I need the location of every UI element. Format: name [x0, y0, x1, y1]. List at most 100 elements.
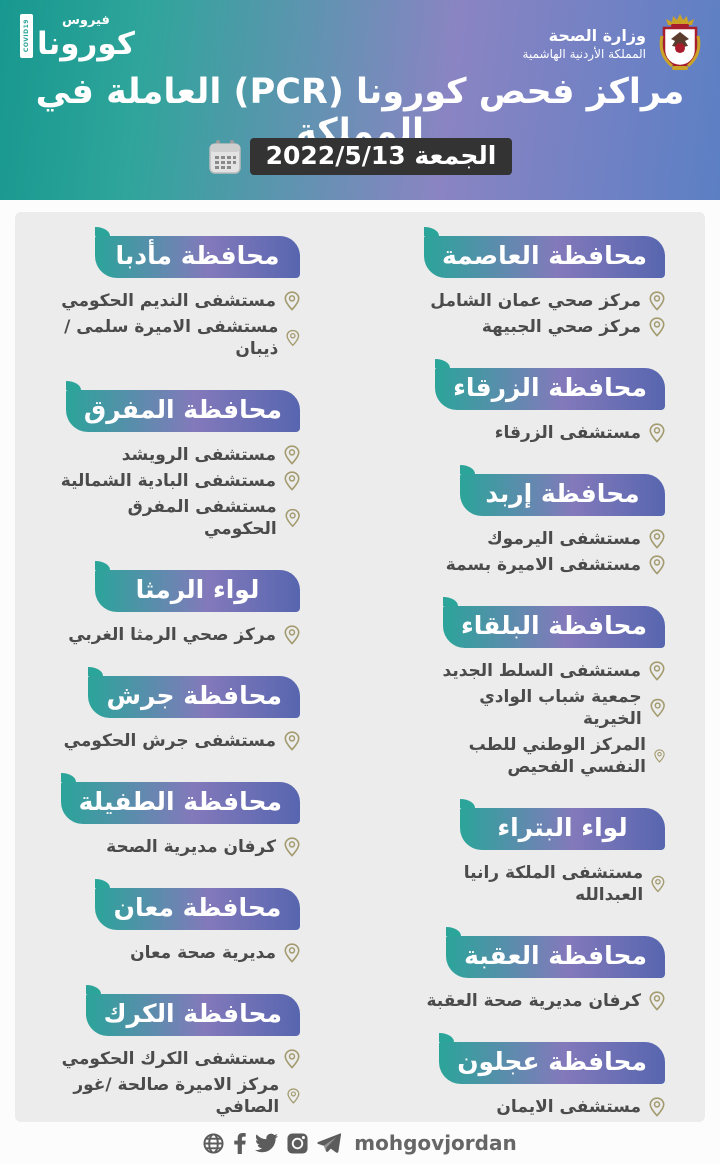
governorate-name: محافظة الزرقاء [453, 372, 647, 402]
governorate-badge: محافظة عجلون [439, 1033, 665, 1084]
facility-item: مستشفى الرويشد [59, 444, 300, 466]
content-panel: محافظة العاصمة مركز صحي عمان الشامل مركز… [15, 212, 705, 1122]
ministry-text: وزارة الصحة المملكة الأردنية الهاشمية [523, 26, 646, 63]
facility-item: جمعية شباب الوادي الخيرية [424, 686, 665, 730]
ministry-name: وزارة الصحة [548, 25, 646, 45]
location-pin-icon [284, 625, 300, 645]
governorate-badge: محافظة العقبة [446, 927, 665, 978]
facility-list: مستشفى جرش الحكومي [55, 730, 300, 752]
facility-name: مستشفى السلط الجديد [442, 661, 641, 681]
location-pin-icon [649, 1097, 665, 1117]
facility-name: كرفان مديرية صحة العقبة [426, 991, 641, 1011]
covid-vertical-tag: COVID19 [20, 14, 33, 58]
facility-item: مركز الاميرة صالحة /غور الصافي [59, 1074, 300, 1118]
facility-name: مستشفى الكرك الحكومي [61, 1049, 276, 1069]
social-handle: mohgovjordan [354, 1131, 517, 1155]
location-pin-icon [649, 991, 665, 1011]
facility-name: مركز صحي عمان الشامل [430, 291, 641, 311]
facility-name: المركز الوطني للطب النفسي الفحيص [468, 735, 646, 777]
facility-list: مركز صحي عمان الشامل مركز صحي الجبيهة [420, 290, 665, 338]
facility-name: مستشفى البادية الشمالية [60, 471, 276, 491]
governorate-name: لواء البتراء [497, 812, 628, 842]
facility-list: مستشفى الزرقاء [420, 422, 665, 444]
corona-logo-subtitle: فيروس [61, 13, 110, 28]
governorate-section: محافظة العاصمة مركز صحي عمان الشامل مركز… [420, 227, 665, 338]
governorate-badge: لواء البتراء [460, 799, 665, 850]
facility-item: مركز صحي الجبيهة [424, 316, 665, 338]
location-pin-icon [284, 291, 300, 311]
website-globe-icon [203, 1132, 224, 1154]
governorate-section: محافظة إربد مستشفى اليرموك مستشفى الامير… [420, 465, 665, 576]
facility-list: كرفان مديرية صحة العقبة [420, 990, 665, 1012]
facility-name: مستشفى جرش الحكومي [63, 731, 276, 751]
column-right: محافظة العاصمة مركز صحي عمان الشامل مركز… [420, 227, 665, 1148]
ministry-country: المملكة الأردنية الهاشمية [522, 46, 646, 61]
location-pin-icon [649, 555, 665, 575]
location-pin-icon [284, 1049, 300, 1069]
governorate-badge: محافظة البلقاء [443, 597, 665, 648]
facility-item: المركز الوطني للطب النفسي الفحيص [424, 734, 665, 778]
location-pin-icon [287, 1088, 300, 1104]
facility-name: مستشفى النديم الحكومي [61, 291, 276, 311]
facility-item: مستشفى الايمان [424, 1096, 665, 1118]
facility-name: مستشفى الايمان [496, 1097, 641, 1117]
governorate-section: محافظة جرش مستشفى جرش الحكومي [55, 667, 300, 752]
covid-vertical-label: COVID19 [23, 19, 30, 53]
governorate-name: محافظة الكرك [103, 998, 282, 1028]
columns: محافظة العاصمة مركز صحي عمان الشامل مركز… [55, 227, 665, 1148]
facility-name: مستشفى الاميرة بسمة [445, 555, 641, 575]
facility-item: مستشفى الملكة رانيا العبدالله [424, 862, 665, 906]
facility-name: مستشفى الاميرة سلمى /ذيبان [64, 317, 279, 359]
corona-virus-logo: COVID19 فيروس كورونا [20, 14, 135, 60]
facility-list: مستشفى اليرموك مستشفى الاميرة بسمة [420, 528, 665, 576]
governorate-name: محافظة العاصمة [441, 240, 647, 270]
governorate-name: محافظة مأدبا [115, 240, 280, 270]
jordan-coat-of-arms [659, 14, 701, 70]
column-left: محافظة مأدبا مستشفى النديم الحكومي مستشف… [55, 227, 300, 1148]
facility-item: مستشفى اليرموك [424, 528, 665, 550]
corona-logo-text: فيروس كورونا [37, 14, 135, 60]
facility-item: مستشفى البادية الشمالية [59, 470, 300, 492]
governorate-section: محافظة معان مديرية صحة معان [55, 879, 300, 964]
facility-item: مستشفى السلط الجديد [424, 660, 665, 682]
facility-item: مستشفى جرش الحكومي [59, 730, 300, 752]
location-pin-icon [649, 661, 665, 681]
governorate-badge: محافظة الزرقاء [435, 359, 665, 410]
facebook-icon [234, 1132, 246, 1154]
governorate-badge: محافظة العاصمة [423, 227, 665, 278]
instagram-icon [287, 1132, 308, 1154]
governorate-section: محافظة الكرك مستشفى الكرك الحكومي مركز ا… [55, 985, 300, 1118]
governorate-name: محافظة العقبة [464, 940, 647, 970]
governorate-name: محافظة الطفيلة [78, 786, 282, 816]
location-pin-icon [284, 837, 300, 857]
calendar-icon [208, 139, 241, 174]
governorate-name: محافظة معان [113, 892, 282, 922]
twitter-icon [255, 1133, 279, 1153]
location-pin-icon [284, 943, 300, 963]
footer: mohgovjordan [0, 1122, 720, 1164]
facility-name: مستشفى الزرقاء [494, 423, 641, 443]
facility-list: مركز صحي الرمثا الغربي [55, 624, 300, 646]
governorate-badge: محافظة مأدبا [95, 227, 300, 278]
location-pin-icon [649, 291, 665, 311]
facility-list: كرفان مديرية الصحة [55, 836, 300, 858]
location-pin-icon [650, 698, 665, 718]
governorate-section: محافظة البلقاء مستشفى السلط الجديد جمعية… [420, 597, 665, 778]
date-badge: الجمعة 2022/5/13 [249, 138, 513, 175]
location-pin-icon [651, 875, 665, 893]
facility-item: كرفان مديرية صحة العقبة [424, 990, 665, 1012]
facility-list: مستشفى الايمان [420, 1096, 665, 1118]
governorate-section: محافظة المفرق مستشفى الرويشد مستشفى البا… [55, 381, 300, 540]
corona-logo-title: كورونا [37, 26, 135, 62]
facility-list: مستشفى الرويشد مستشفى البادية الشمالية م… [55, 444, 300, 540]
location-pin-icon [649, 317, 665, 337]
facility-item: مستشفى النديم الحكومي [59, 290, 300, 312]
location-pin-icon [649, 529, 665, 549]
governorate-section: محافظة مأدبا مستشفى النديم الحكومي مستشف… [55, 227, 300, 360]
governorate-section: لواء البتراء مستشفى الملكة رانيا العبدال… [420, 799, 665, 906]
location-pin-icon [284, 471, 300, 491]
governorate-name: محافظة جرش [106, 680, 282, 710]
governorate-name: محافظة إربد [485, 478, 640, 508]
governorate-badge: محافظة جرش [88, 667, 300, 718]
facility-name: مستشفى اليرموك [487, 529, 641, 549]
